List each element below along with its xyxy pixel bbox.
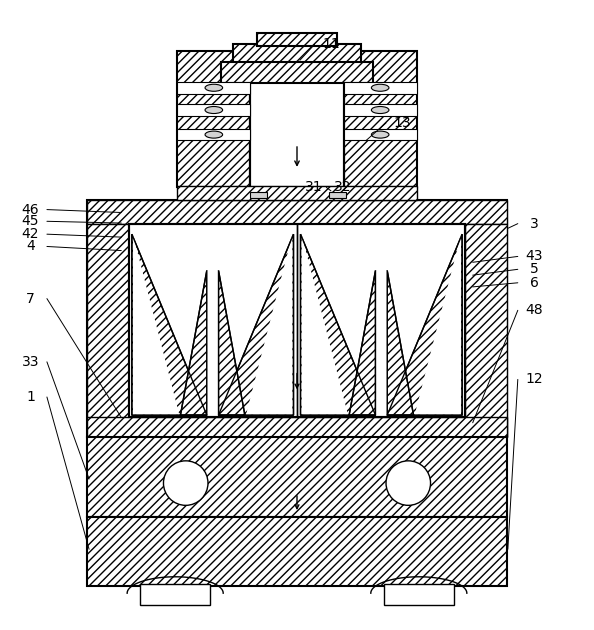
Bar: [177, 52, 250, 187]
Bar: [250, 52, 344, 187]
Text: 32: 32: [334, 180, 352, 194]
Bar: [221, 62, 373, 83]
Bar: [87, 200, 507, 437]
Text: 48: 48: [525, 303, 543, 318]
Bar: [87, 224, 129, 437]
Circle shape: [163, 461, 208, 505]
Bar: [329, 192, 346, 198]
Text: 1: 1: [26, 390, 35, 404]
Polygon shape: [207, 271, 218, 415]
Text: 3: 3: [530, 217, 539, 231]
Text: 5: 5: [530, 262, 539, 277]
Polygon shape: [301, 234, 375, 415]
Bar: [384, 585, 454, 605]
Text: 31: 31: [305, 180, 322, 194]
Ellipse shape: [371, 106, 389, 113]
Ellipse shape: [371, 84, 389, 91]
Bar: [233, 45, 361, 63]
Bar: [140, 585, 210, 605]
Polygon shape: [387, 234, 462, 415]
Polygon shape: [387, 270, 413, 415]
Bar: [87, 200, 507, 224]
Text: 46: 46: [22, 203, 39, 217]
Text: 42: 42: [22, 227, 39, 241]
Bar: [344, 104, 417, 116]
Ellipse shape: [371, 131, 389, 138]
Text: 13: 13: [394, 116, 411, 130]
Bar: [87, 418, 507, 437]
Bar: [344, 52, 417, 187]
Ellipse shape: [205, 106, 223, 113]
Bar: [87, 517, 507, 585]
Polygon shape: [132, 234, 207, 415]
Circle shape: [386, 461, 431, 505]
Polygon shape: [219, 234, 293, 415]
Bar: [177, 129, 250, 140]
Bar: [257, 33, 337, 45]
Bar: [177, 82, 250, 94]
Polygon shape: [415, 235, 461, 415]
Bar: [129, 224, 465, 418]
Ellipse shape: [205, 131, 223, 138]
Bar: [344, 129, 417, 140]
Polygon shape: [181, 270, 207, 415]
Text: 33: 33: [22, 355, 39, 369]
Text: 11: 11: [322, 37, 340, 52]
Polygon shape: [246, 235, 292, 415]
Text: 6: 6: [530, 276, 539, 290]
Polygon shape: [302, 235, 348, 415]
Text: 7: 7: [26, 292, 35, 306]
Text: 45: 45: [22, 214, 39, 228]
Bar: [344, 82, 417, 94]
Ellipse shape: [205, 84, 223, 91]
Polygon shape: [376, 271, 387, 415]
Bar: [177, 186, 417, 200]
Bar: [250, 192, 267, 198]
Polygon shape: [133, 235, 179, 415]
Polygon shape: [349, 270, 375, 415]
Bar: [177, 104, 250, 116]
Bar: [87, 437, 507, 517]
Text: 43: 43: [526, 249, 543, 263]
Bar: [129, 224, 465, 418]
Polygon shape: [219, 270, 245, 415]
Bar: [465, 224, 507, 437]
Text: 4: 4: [26, 239, 35, 253]
Text: 12: 12: [525, 372, 543, 386]
